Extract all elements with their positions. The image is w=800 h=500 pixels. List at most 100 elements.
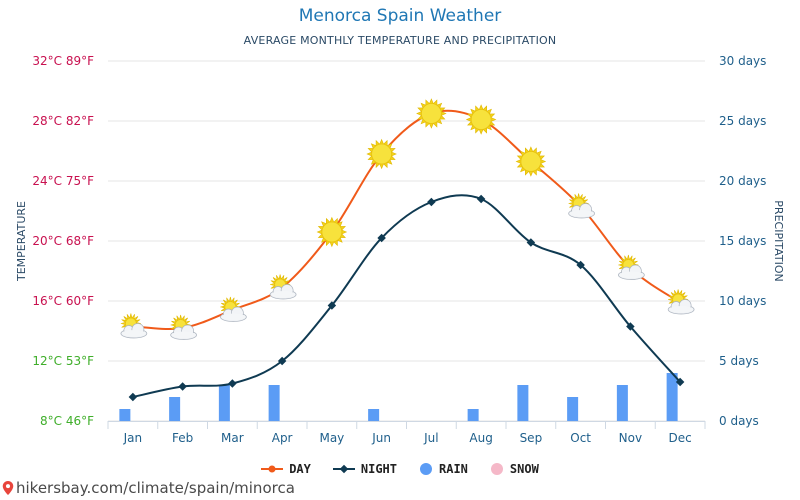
x-tick-label: Oct — [570, 431, 591, 445]
x-tick-label: Mar — [221, 431, 244, 445]
sun-disc — [371, 143, 393, 165]
cloud-fill — [619, 271, 644, 279]
sunny-icon — [366, 138, 397, 170]
rain-bar — [567, 397, 579, 421]
y-tick-label-right: 20 days — [719, 174, 766, 188]
chart-subtitle: AVERAGE MONTHLY TEMPERATURE AND PRECIPIT… — [243, 34, 557, 47]
cloud-fill — [171, 331, 196, 339]
sun-disc — [520, 151, 542, 172]
night-point — [427, 197, 436, 207]
partly-cloudy-icon — [220, 296, 247, 322]
chart-title: Menorca Spain Weather — [298, 6, 502, 26]
sunny-icon — [515, 146, 547, 177]
legend-day-label: DAY — [289, 462, 311, 476]
sunny-icon — [465, 104, 497, 135]
legend-snow-label: SNOW — [509, 462, 539, 476]
x-tick-label: May — [319, 431, 344, 445]
cloud — [618, 264, 645, 280]
night-point — [626, 322, 635, 331]
night-point — [327, 301, 337, 310]
sun-disc — [321, 221, 343, 243]
y-tick-label-right: 10 days — [719, 294, 766, 308]
y-tick-label-right: 15 days — [719, 234, 766, 248]
snow-dot-icon — [490, 463, 503, 475]
rain-bar — [268, 385, 280, 421]
partly-cloudy-icon — [618, 254, 645, 280]
y-tick-label-left: 8°C 46°F — [40, 414, 94, 428]
night-point — [178, 382, 187, 391]
x-tick-label: Jul — [423, 431, 438, 445]
cloud — [170, 324, 197, 340]
cloud-shape — [618, 264, 645, 280]
legend-snow[interactable]: SNOW — [490, 462, 539, 476]
day-series-line — [132, 109, 681, 330]
rain-bar — [666, 373, 678, 421]
y-tick-label-left: 24°C 75°F — [32, 174, 94, 188]
night-point — [476, 194, 486, 204]
sunny-icon — [416, 98, 447, 129]
night-point — [228, 379, 237, 388]
x-tick-label: Jan — [123, 431, 143, 445]
partly-cloudy-icon — [269, 274, 297, 300]
cloud-fill — [271, 291, 296, 298]
cloud-fill — [669, 306, 694, 313]
day-line-icon — [261, 465, 284, 473]
night-line-icon — [332, 464, 355, 474]
rain-bar — [119, 409, 131, 421]
cloud — [667, 299, 695, 315]
x-tick-label: Feb — [172, 431, 193, 445]
y-axis-title-left: TEMPERATURE — [15, 201, 28, 282]
cloud-fill — [121, 330, 146, 337]
sunny-icon — [316, 216, 348, 248]
cloud-shape — [269, 284, 297, 300]
partly-cloudy-icon — [120, 313, 148, 339]
y-tick-label-left: 20°C 68°F — [32, 234, 94, 248]
legend-rain[interactable]: RAIN — [419, 462, 468, 476]
y-tick-label-left: 12°C 53°F — [32, 354, 94, 368]
y-tick-label-left: 16°C 60°F — [32, 294, 94, 308]
x-tick-label: Sep — [520, 431, 543, 445]
cloud-shape — [170, 324, 197, 340]
partly-cloudy-icon — [170, 314, 197, 340]
x-tick-label: Apr — [272, 431, 293, 445]
cloud — [269, 284, 297, 300]
rain-bar — [467, 409, 479, 421]
rain-bar — [616, 385, 628, 421]
x-tick-label: Aug — [469, 431, 492, 445]
cloud-fill — [569, 210, 594, 217]
cloud-shape — [220, 306, 247, 322]
night-series-line — [132, 194, 681, 398]
y-tick-label-right: 5 days — [719, 354, 759, 368]
rain-bar — [218, 385, 230, 421]
cloud — [568, 203, 595, 219]
sun-disc — [420, 103, 442, 124]
y-tick-label-right: 25 days — [719, 114, 766, 128]
x-tick-label: Dec — [669, 431, 692, 445]
night-point — [128, 392, 138, 402]
night-point — [377, 233, 386, 243]
source-link-text: hikersbay.com/climate/spain/minorca — [16, 479, 295, 497]
y-tick-label-right: 30 days — [719, 54, 766, 68]
rain-bar — [368, 409, 380, 421]
legend-night-label: NIGHT — [360, 462, 397, 476]
night-point — [675, 377, 685, 387]
cloud-fill — [221, 313, 246, 321]
location-pin-icon — [2, 481, 14, 495]
y-tick-label-left: 32°C 89°F — [32, 54, 94, 68]
rain-dot-icon — [420, 463, 432, 475]
legend: DAY NIGHT RAIN SNOW — [0, 462, 800, 476]
cloud — [220, 306, 247, 322]
night-point — [277, 356, 287, 366]
legend-day[interactable]: DAY — [261, 462, 311, 476]
y-tick-label-right: 0 days — [719, 414, 759, 428]
partly-cloudy-icon — [568, 193, 595, 219]
y-tick-label-left: 28°C 82°F — [32, 114, 94, 128]
night-point — [576, 260, 585, 270]
legend-night[interactable]: NIGHT — [332, 462, 397, 476]
source-link[interactable]: hikersbay.com/climate/spain/minorca — [2, 479, 295, 497]
cloud — [120, 323, 148, 339]
sun-disc — [470, 109, 492, 130]
cloud-shape — [667, 299, 695, 315]
x-tick-label: Jun — [371, 431, 391, 445]
cloud-shape — [568, 203, 595, 219]
